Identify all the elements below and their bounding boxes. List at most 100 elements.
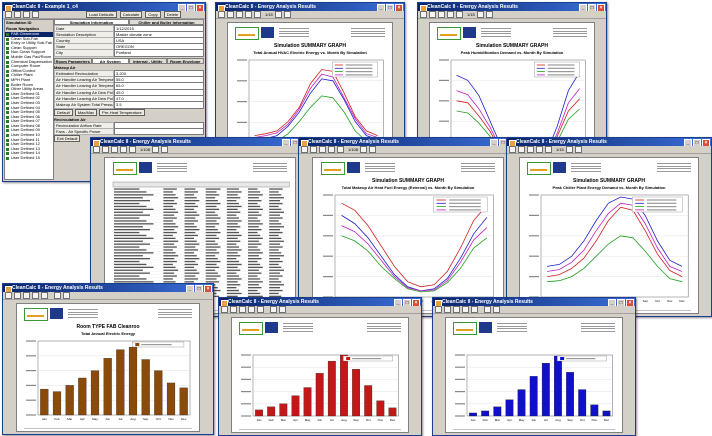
close-button[interactable]: × [597, 4, 605, 11]
first-page-icon[interactable] [120, 146, 127, 153]
save-icon[interactable] [23, 11, 30, 18]
last-page-icon[interactable] [574, 146, 582, 153]
nav-item[interactable]: User Defined 14 [5, 151, 53, 156]
tab-room-parameters[interactable]: Room Parameters [54, 57, 92, 64]
new-icon[interactable] [5, 11, 12, 18]
minimize-button[interactable]: _ [377, 4, 385, 11]
exit-default-button[interactable]: Exit Default [54, 135, 81, 143]
tab-internal-utility[interactable]: Internal - Utility [129, 57, 167, 64]
zoom-icon[interactable] [438, 11, 445, 18]
nav-item[interactable]: User Defined 01 [5, 92, 53, 97]
first-page-icon[interactable] [248, 306, 255, 313]
nav-item[interactable]: User Defined 13 [5, 147, 53, 152]
last-page-icon[interactable] [493, 306, 500, 313]
print-icon[interactable] [5, 292, 12, 299]
nav-item[interactable]: Chiller Plant [5, 73, 53, 78]
delete-button[interactable]: Delete [163, 11, 182, 18]
nav-item[interactable]: User Defined 15 [5, 156, 53, 161]
last-page-icon[interactable] [369, 146, 377, 153]
next-page-icon[interactable] [484, 306, 491, 313]
minimize-button[interactable]: _ [490, 139, 498, 146]
nav-item[interactable]: Clean Support [5, 46, 53, 51]
export-icon[interactable] [14, 292, 21, 299]
zoom-icon[interactable] [236, 11, 243, 18]
nav-item[interactable]: Computer Room [5, 64, 53, 69]
print-icon[interactable] [301, 146, 308, 153]
field-value[interactable]: 3.5 [114, 100, 204, 109]
last-page-icon[interactable] [485, 11, 493, 18]
next-page-icon[interactable] [476, 11, 484, 18]
nav-item[interactable]: Entry or Utility Sub-Fab [5, 41, 53, 46]
nav-item[interactable]: User Defined 05 [5, 110, 53, 115]
zoom-icon[interactable] [453, 306, 460, 313]
print-icon[interactable] [93, 146, 100, 153]
prev-page-icon[interactable] [257, 306, 264, 313]
prev-page-icon[interactable] [129, 146, 136, 153]
nav-item[interactable]: User Defined 07 [5, 119, 53, 124]
export-icon[interactable] [310, 146, 317, 153]
first-page-icon[interactable] [447, 11, 454, 18]
export-icon[interactable] [444, 306, 451, 313]
print-icon[interactable] [221, 306, 228, 313]
prev-page-icon[interactable] [545, 146, 552, 153]
fan-power-field[interactable] [114, 127, 204, 136]
nav-item[interactable]: Non Clean Support [5, 50, 53, 55]
close-button[interactable]: × [395, 4, 403, 11]
next-page-icon[interactable] [54, 292, 61, 299]
last-page-icon[interactable] [283, 11, 291, 18]
export-icon[interactable] [518, 146, 525, 153]
last-page-icon[interactable] [63, 292, 70, 299]
zoom-icon[interactable] [111, 146, 118, 153]
nav-item[interactable]: User Defined 12 [5, 142, 53, 147]
nav-item[interactable]: Chemical Dispensation [5, 60, 53, 65]
nav-item[interactable]: User Defined 11 [5, 138, 53, 143]
nav-item[interactable]: User Defined 06 [5, 115, 53, 120]
minimize-button[interactable]: _ [579, 4, 587, 11]
prev-page-icon[interactable] [337, 146, 344, 153]
print-icon[interactable] [218, 11, 225, 18]
first-page-icon[interactable] [462, 306, 469, 313]
first-page-icon[interactable] [245, 11, 252, 18]
export-icon[interactable] [429, 11, 436, 18]
last-page-icon[interactable] [161, 146, 169, 153]
nav-item[interactable]: Other Utility Areas [5, 87, 53, 92]
prev-page-icon[interactable] [471, 306, 478, 313]
nav-item[interactable]: User Defined 09 [5, 128, 53, 133]
next-page-icon[interactable] [270, 306, 277, 313]
minimize-button[interactable]: _ [684, 139, 692, 146]
zoom-icon[interactable] [319, 146, 326, 153]
pre-heat-temperature-button[interactable]: Pre-Heat Temperature [99, 108, 145, 116]
maximize-button[interactable]: □ [403, 299, 411, 306]
maximize-button[interactable]: □ [693, 139, 701, 146]
print-icon[interactable] [32, 11, 39, 18]
maximize-button[interactable]: □ [588, 4, 596, 11]
maximize-button[interactable]: □ [617, 299, 625, 306]
tab-room-envelope[interactable]: Room Envelope [166, 57, 204, 64]
minimize-button[interactable]: _ [282, 139, 290, 146]
tab-air-system[interactable]: Air System [91, 57, 129, 64]
zoom-icon[interactable] [239, 306, 246, 313]
nav-item[interactable]: MPH Plant [5, 78, 53, 83]
print-icon[interactable] [420, 11, 427, 18]
maximize-button[interactable]: □ [187, 4, 195, 11]
export-icon[interactable] [102, 146, 109, 153]
export-icon[interactable] [230, 306, 237, 313]
next-page-icon[interactable] [152, 146, 160, 153]
nav-item[interactable]: User Defined 08 [5, 124, 53, 129]
close-button[interactable]: × [204, 285, 212, 292]
nav-item[interactable]: FAB Cleanroom [5, 32, 53, 37]
export-icon[interactable] [227, 11, 234, 18]
next-page-icon[interactable] [274, 11, 282, 18]
minimize-button[interactable]: _ [178, 4, 186, 11]
next-page-icon[interactable] [360, 146, 368, 153]
nav-item[interactable]: User Defined 10 [5, 133, 53, 138]
next-page-icon[interactable] [565, 146, 573, 153]
zoom-icon[interactable] [527, 146, 534, 153]
nav-item[interactable]: Clean Sub-Fab [5, 37, 53, 42]
prev-page-icon[interactable] [41, 292, 48, 299]
print-icon[interactable] [435, 306, 442, 313]
minimize-button[interactable]: _ [186, 285, 194, 292]
nav-item[interactable]: User Defined 04 [5, 106, 53, 111]
nav-item[interactable]: User Defined 03 [5, 101, 53, 106]
maximize-button[interactable]: □ [195, 285, 203, 292]
